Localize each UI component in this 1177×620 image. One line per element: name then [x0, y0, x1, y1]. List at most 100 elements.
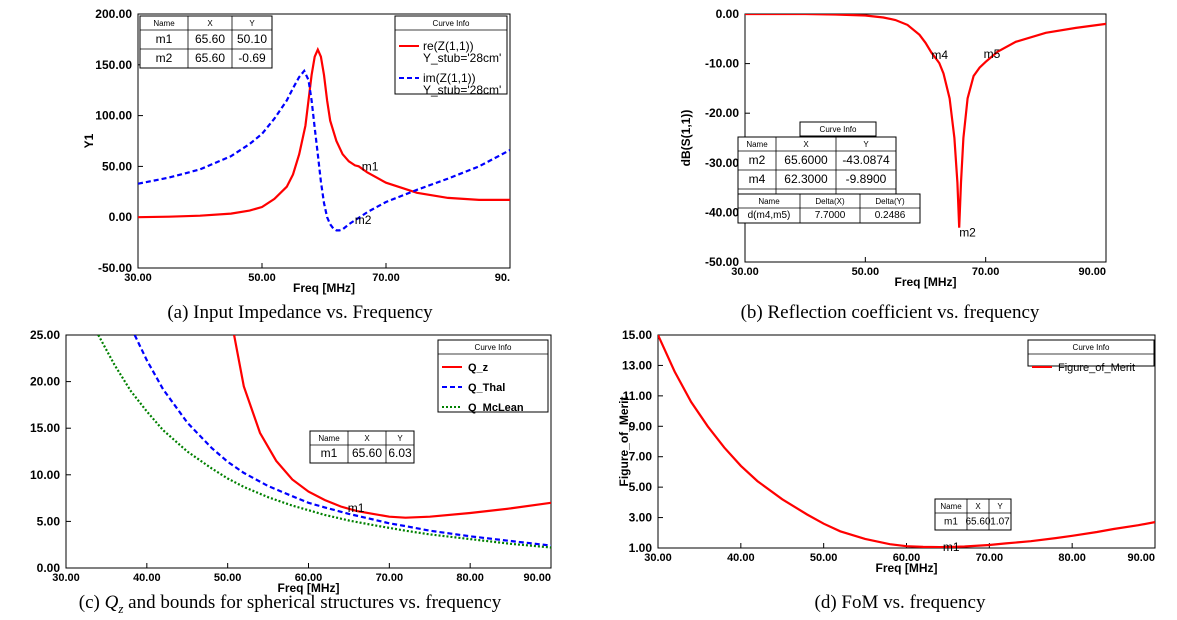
x-axis-label: Freq [MHz]	[278, 581, 340, 595]
y-tick-label: 150.00	[95, 58, 132, 72]
y-tick-label: 25.00	[30, 328, 60, 342]
x-axis-label: Freq [MHz]	[895, 275, 957, 289]
legend-entry: Figure_of_Merit	[1058, 362, 1135, 374]
caption-c-rest: and bounds for spherical structures vs. …	[123, 592, 502, 613]
table-cell: m2	[156, 51, 173, 65]
y-tick-label: -50.00	[705, 255, 739, 269]
table-cell: m1	[944, 517, 958, 528]
y-tick-label: 5.00	[37, 514, 61, 528]
x-tick-label: 80.00	[456, 572, 484, 584]
legend-entry: Q_Thal	[468, 382, 505, 394]
table-header: X	[364, 434, 370, 443]
table-header: Y	[997, 502, 1003, 511]
y-tick-label: 13.00	[622, 358, 652, 372]
table-header: Name	[153, 19, 175, 28]
marker-label: m1	[348, 501, 365, 515]
chart-b: -50.00 -40.00 -30.00 -20.00 -10.00 0.00 30.00 5…	[679, 7, 1107, 289]
table-cell: m1	[156, 32, 173, 46]
table-header: X	[803, 140, 809, 149]
y-tick-label: 3.00	[629, 511, 653, 525]
marker-label: m2	[355, 213, 372, 227]
series-line-0	[745, 14, 1106, 228]
table-cell: 50.10	[237, 32, 267, 46]
y-tick-label: -20.00	[705, 106, 739, 120]
table-cell: 65.60	[352, 446, 382, 460]
y-tick-label: 7.00	[629, 450, 653, 464]
series-line-0	[233, 335, 551, 519]
table-header: X	[975, 502, 981, 511]
series-line-1	[133, 335, 551, 547]
x-tick-label: 70.00	[976, 552, 1004, 564]
y-tick-label: -10.00	[705, 57, 739, 71]
series-line-0	[138, 46, 510, 219]
x-tick-label: 90.00	[1127, 552, 1155, 564]
table-header: X	[207, 19, 213, 28]
legend-title: Curve Info	[475, 343, 512, 352]
table-cell: m2	[749, 153, 766, 167]
y-tick-label: 9.00	[629, 419, 653, 433]
delta-table-box	[737, 193, 921, 224]
table-cell: 65.60	[195, 32, 225, 46]
legend-box	[437, 339, 549, 413]
x-tick-label: 30.00	[644, 552, 672, 564]
y-tick-label: 0.00	[716, 7, 740, 21]
x-tick-label: 70.00	[376, 572, 404, 584]
table-header: Name	[758, 197, 780, 206]
caption-a: (a) Input Impedance vs. Frequency	[167, 302, 433, 323]
x-tick-label: 30.00	[731, 266, 759, 278]
x-axis-label: Freq [MHz]	[293, 281, 355, 295]
table-cell: d(m4,m5)	[748, 210, 791, 221]
caption-d: (d) FoM vs. frequency	[814, 592, 986, 613]
y-axis-label: Figure_of_Merit	[617, 396, 631, 486]
chart-d: 1.00 3.00 5.00 7.00 9.00 11.00 13.00 15.00 30.00…	[617, 328, 1156, 575]
y-tick-label: 15.00	[30, 421, 60, 435]
table-cell: 65.60	[965, 517, 990, 528]
table-cell: m4	[749, 172, 766, 186]
table-cell: m1	[321, 446, 338, 460]
y-axis-label: Y1	[82, 133, 96, 148]
table-header: Name	[318, 434, 340, 443]
table-cell: -0.69	[238, 51, 266, 65]
x-tick-label: 50.00	[248, 272, 276, 284]
table-header: Y	[249, 19, 255, 28]
legend-entry-sub: Y_stub='28cm'	[423, 51, 501, 65]
marker-table-box	[139, 15, 273, 69]
marker-label: m1	[362, 159, 379, 173]
series-line-1	[138, 68, 510, 232]
marker-label: m4	[931, 48, 948, 62]
y-tick-label: 10.00	[30, 468, 60, 482]
caption-b: (b) Reflection coefficient vs. frequency	[740, 302, 1040, 323]
caption-c: (c) Qz and bounds for spherical structur…	[0, 592, 580, 617]
y-tick-label: -40.00	[705, 205, 739, 219]
x-tick-label: 90.00	[523, 572, 551, 584]
legend-entry: Q_McLean	[468, 402, 524, 414]
y-tick-label: 200.00	[95, 7, 132, 21]
table-cell: 62.3000	[784, 172, 828, 186]
y-tick-label: 50.00	[102, 159, 132, 173]
y-tick-label: 0.00	[37, 561, 61, 575]
table-header: Name	[746, 140, 768, 149]
marker-label: m5	[984, 47, 1001, 61]
table-header: Y	[863, 140, 869, 149]
x-tick-label: 60.00	[295, 572, 323, 584]
caption-c-sub: z	[118, 600, 124, 616]
table-header: Name	[940, 502, 962, 511]
x-tick-label: 50.00	[810, 552, 838, 564]
x-tick-label: 90.	[495, 272, 510, 284]
legend-box	[1027, 339, 1155, 367]
y-tick-label: -50.00	[98, 261, 132, 275]
y-tick-label: 11.00	[623, 389, 653, 403]
x-axis-label: Freq [MHz]	[876, 561, 938, 575]
marker-label: m1	[943, 540, 960, 554]
x-tick-label: 50.00	[214, 572, 242, 584]
plot-frame	[657, 334, 1156, 549]
x-tick-label: 30.00	[52, 572, 80, 584]
legend-title: Curve Info	[820, 125, 857, 134]
table-cell: 65.6000	[784, 153, 828, 167]
table-cell: 65.60	[195, 51, 225, 65]
legend-title: Curve Info	[1073, 343, 1110, 352]
y-tick-label: 5.00	[629, 480, 653, 494]
x-tick-label: 80.00	[1058, 552, 1086, 564]
legend-box	[394, 15, 508, 95]
